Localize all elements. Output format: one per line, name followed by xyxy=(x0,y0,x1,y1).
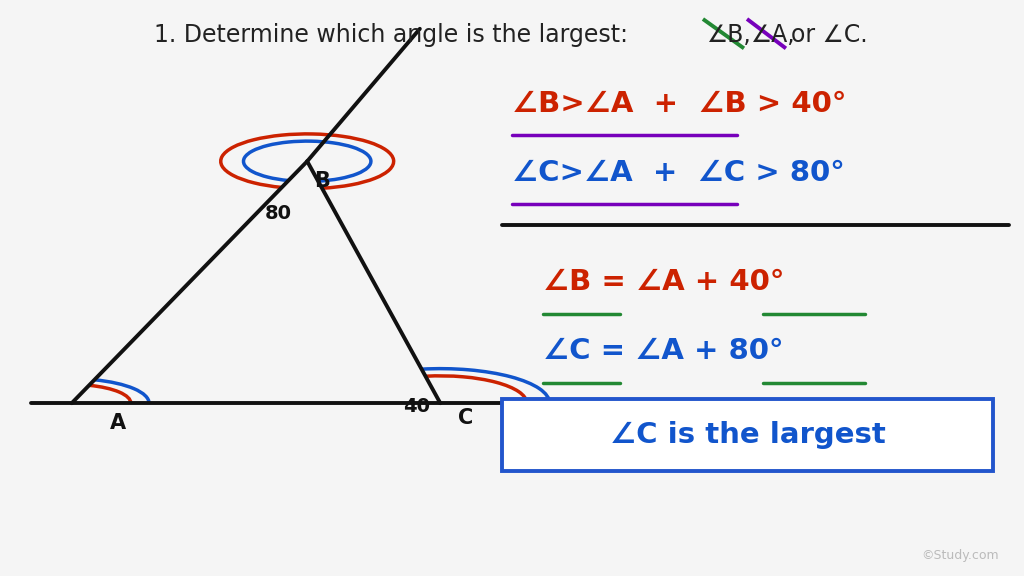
Text: ∠B = ∠A + 40°: ∠B = ∠A + 40° xyxy=(543,268,784,296)
Text: ∠B>∠A  +  ∠B > 40°: ∠B>∠A + ∠B > 40° xyxy=(512,90,847,118)
Text: or ∠C.: or ∠C. xyxy=(791,22,867,47)
Text: ∠B,: ∠B, xyxy=(707,22,752,47)
Text: ∠C is the largest: ∠C is the largest xyxy=(609,421,886,449)
Text: ∠C>∠A  +  ∠C > 80°: ∠C>∠A + ∠C > 80° xyxy=(512,159,845,187)
Text: 40: 40 xyxy=(403,397,430,415)
Text: B: B xyxy=(314,172,331,191)
FancyBboxPatch shape xyxy=(502,399,993,471)
Text: 80: 80 xyxy=(265,204,292,222)
Text: ©Study.com: ©Study.com xyxy=(921,548,998,562)
Text: C: C xyxy=(459,408,473,427)
Text: ∠A,: ∠A, xyxy=(751,22,796,47)
Text: ∠C = ∠A + 80°: ∠C = ∠A + 80° xyxy=(543,338,783,365)
Text: 1. Determine which angle is the largest:: 1. Determine which angle is the largest: xyxy=(154,22,635,47)
Text: A: A xyxy=(110,414,126,433)
